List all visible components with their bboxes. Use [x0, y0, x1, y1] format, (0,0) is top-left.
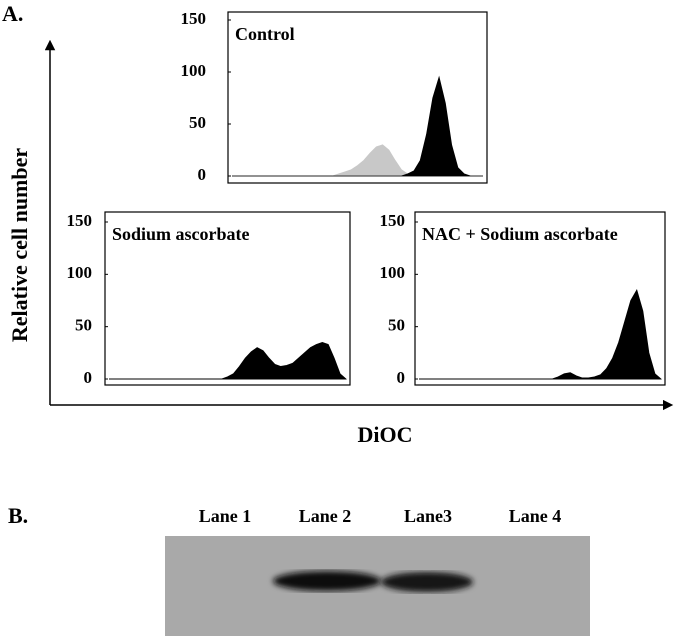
lane-label: Lane 2 — [299, 506, 352, 526]
y-axis-label: Relative cell number — [7, 148, 32, 343]
lane-label: Lane3 — [404, 506, 452, 526]
y-tick-label: 100 — [67, 263, 93, 282]
y-tick-label: 100 — [380, 263, 406, 282]
y-tick-label: 150 — [67, 211, 93, 230]
chart-title: Sodium ascorbate — [112, 224, 250, 244]
y-tick-label: 0 — [397, 368, 406, 387]
lane-label: Lane 1 — [199, 506, 252, 526]
y-tick-label: 0 — [84, 368, 93, 387]
y-tick-label: 50 — [75, 316, 92, 335]
x-axis-label: DiOC — [358, 422, 413, 447]
y-tick-label: 0 — [198, 165, 207, 184]
histogram-area — [232, 75, 483, 177]
y-tick-label: 150 — [181, 9, 207, 28]
chart-title: Control — [235, 24, 295, 44]
y-tick-label: 50 — [388, 316, 405, 335]
blot — [165, 536, 590, 636]
plot-frame — [104, 211, 351, 386]
panel-label: B. — [8, 503, 28, 528]
lane-label: Lane 4 — [509, 506, 562, 526]
plot-frame — [227, 11, 488, 184]
y-tick-label: 150 — [380, 211, 406, 230]
y-tick-label: 50 — [189, 113, 206, 132]
chart-title: NAC + Sodium ascorbate — [422, 224, 618, 244]
histogram-area — [109, 341, 348, 380]
histogram-area — [419, 289, 663, 380]
panel-label: A. — [2, 1, 23, 26]
plot-frame — [414, 211, 666, 386]
y-tick-label: 100 — [181, 61, 207, 80]
